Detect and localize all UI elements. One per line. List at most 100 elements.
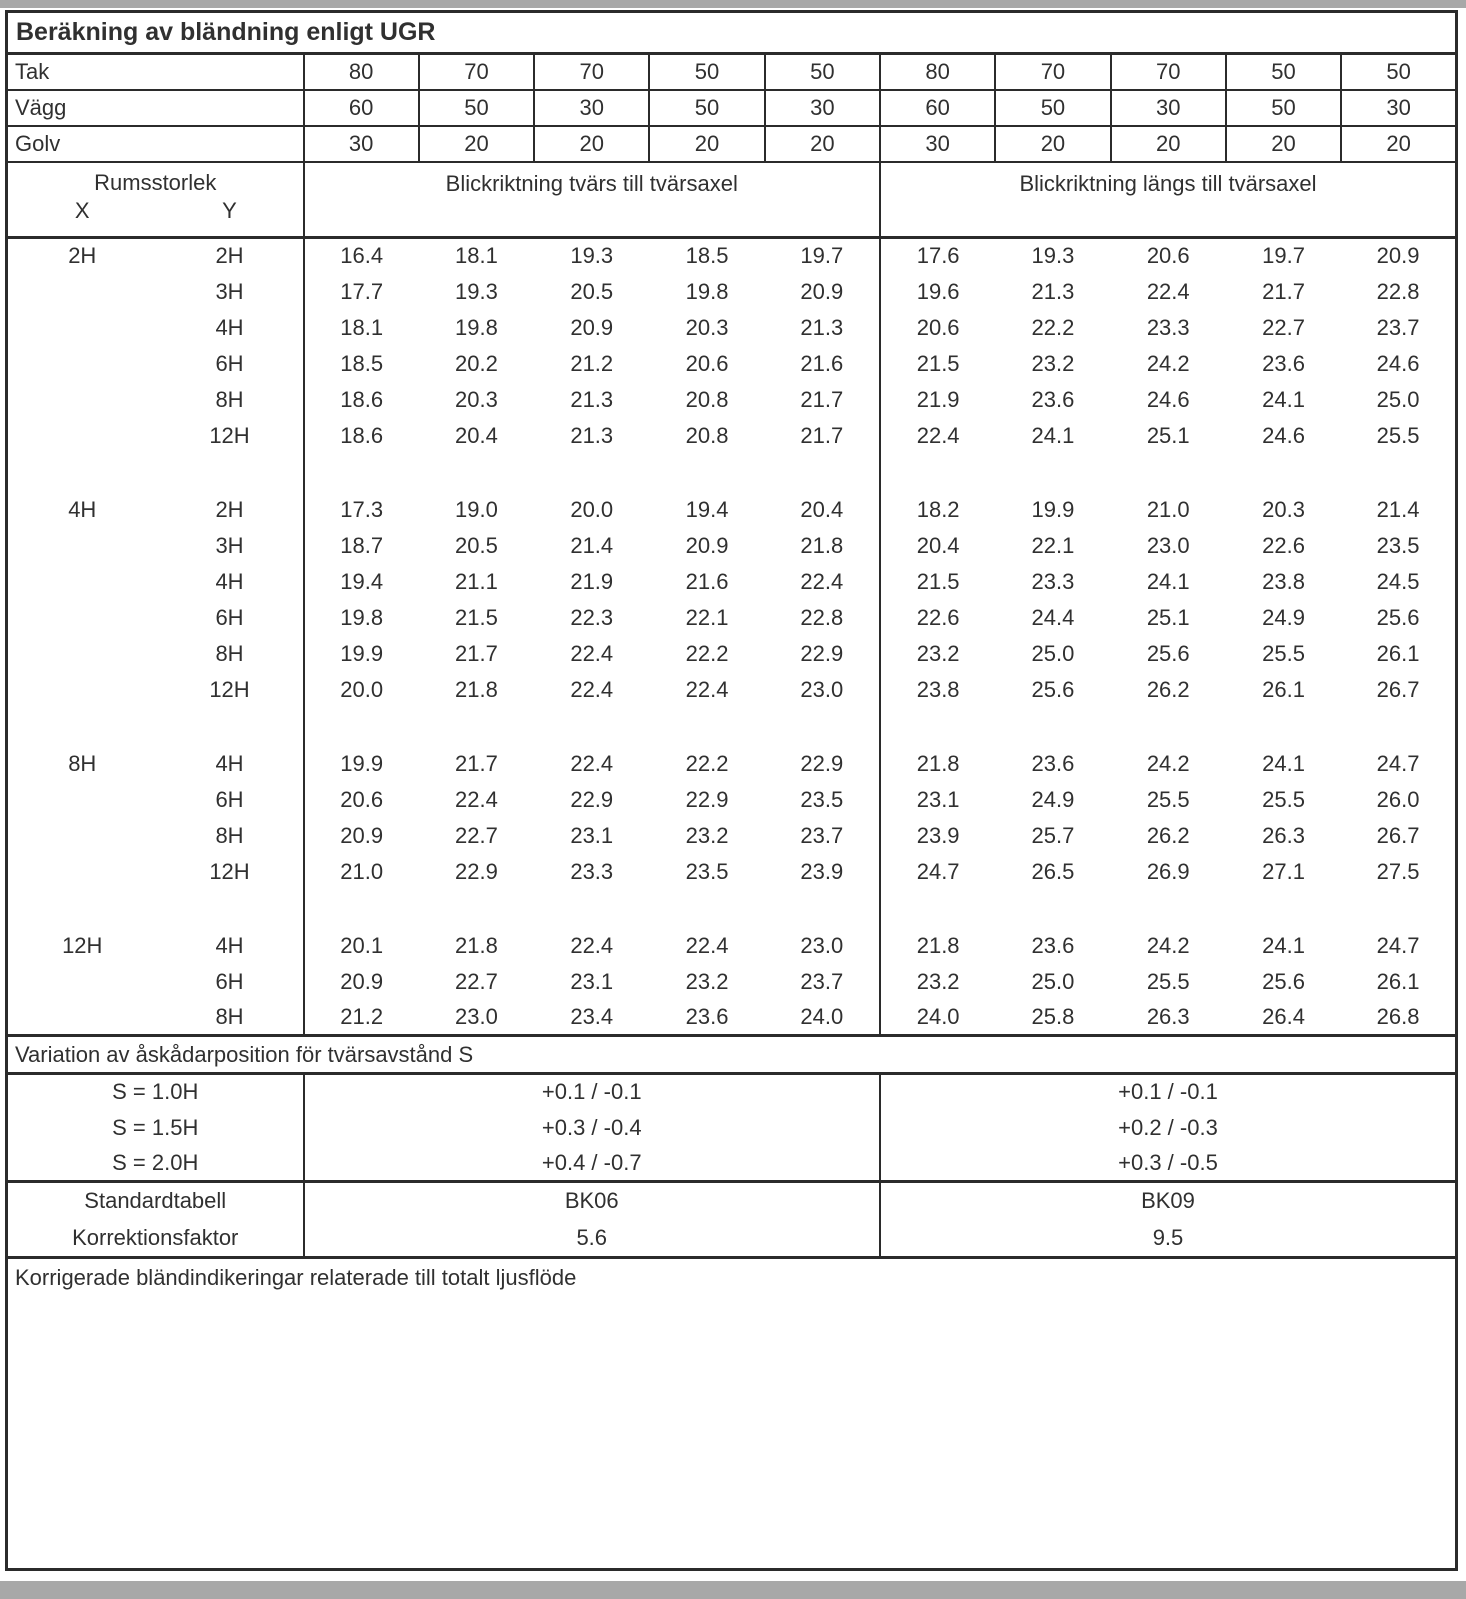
ugr-value-langs: 22.7 [1262, 314, 1305, 340]
ugr-value-langs: 24.0 [916, 1003, 960, 1029]
ugr-value-tvars: 21.7 [455, 750, 498, 776]
reflectance-value: 20 [1340, 124, 1458, 163]
variation-row: S = 1.5H +0.3 / -0.4 +0.2 / -0.3 [6, 1109, 1457, 1146]
section-header-tvars: Blickriktning tvärs till tvärsaxel [303, 161, 881, 239]
spacer-cell [6, 707, 305, 746]
ugr-value-langs: 25.0 [1376, 386, 1420, 412]
ugr-value-tvars: 21.8 [764, 527, 881, 564]
ugr-value-tvars: 20.6 [685, 350, 729, 376]
room-y-label: 4H [156, 309, 305, 346]
ugr-value-langs: 22.6 [1262, 532, 1305, 558]
room-x-label [7, 1000, 157, 1036]
ugr-value-langs: 26.8 [1376, 1003, 1420, 1029]
ugr-value-langs: 25.6 [1262, 968, 1305, 994]
ugr-value-tvars: 21.3 [570, 386, 614, 412]
ugr-value-tvars: 21.3 [570, 422, 614, 448]
ugr-value-langs: 24.7 [1376, 932, 1420, 958]
reflectance-value: 30 [1340, 88, 1458, 127]
room-size-header: Rumsstorlek [6, 161, 305, 198]
ugr-data-row: 8H 19.9 21.7 22.4 22.2 22.9 23.2 25.0 25.6 25.5 26… [7, 635, 1457, 672]
ugr-data-row: 12H 20.0 21.8 22.4 22.4 23.0 23.8 25.6 26.2 26.1 2… [7, 671, 1457, 708]
room-x-label [7, 854, 157, 890]
variation-header-row: Variation av åskådarposition för tvärsav… [6, 1034, 1457, 1075]
ugr-value-langs: 17.6 [916, 243, 960, 269]
ugr-value-langs: 25.6 [1376, 604, 1420, 630]
reflectance-row: Tak 80 70 70 50 50 80 70 70 50 50 [5, 52, 1458, 91]
ugr-value-langs: 21.7 [1262, 278, 1305, 304]
ugr-value-langs: 24.9 [1031, 786, 1075, 812]
room-size-header-row: Rumsstorlek Blickriktning tvärs till tvä… [6, 161, 1457, 239]
xy-header-row: X Y [6, 197, 1457, 239]
ugr-value-tvars: 21.8 [455, 676, 498, 702]
ugr-value-tvars: 20.9 [570, 314, 614, 340]
ugr-value-langs: 19.3 [1031, 243, 1075, 269]
reflectance-value: 60 [878, 88, 997, 127]
ugr-value-langs: 19.9 [1031, 496, 1075, 522]
room-y-label: 4H [156, 563, 305, 600]
reflectance-value: 50 [417, 88, 536, 127]
ugr-value-langs: 24.6 [1376, 350, 1420, 376]
reflectance-value: 70 [1109, 52, 1227, 91]
ugr-value-tvars: 20.4 [764, 491, 881, 528]
spacer-cell [880, 454, 1457, 492]
standard-table-label: Standardtabell [6, 1180, 305, 1220]
room-y-label: 8H [156, 999, 305, 1036]
ugr-value-tvars: 21.6 [764, 345, 881, 382]
reflectance-value: 20 [1109, 124, 1227, 163]
spacer-cell [6, 889, 305, 928]
ugr-value-tvars: 22.4 [570, 676, 614, 702]
variation-value-tvars: +0.4 / -0.7 [303, 1145, 881, 1182]
ugr-value-tvars: 19.7 [764, 237, 881, 274]
ugr-value-tvars: 22.4 [685, 676, 729, 702]
ugr-value-tvars: 23.3 [570, 858, 614, 884]
ugr-value-tvars: 17.3 [340, 496, 384, 522]
ugr-value-langs: 18.2 [916, 496, 960, 522]
footer-header-row: Korrigerade bländindikeringar relaterade… [6, 1256, 1457, 1298]
x-axis-header: X [6, 197, 157, 239]
ugr-value-langs: 23.8 [1262, 568, 1305, 594]
ugr-value-tvars: 19.9 [340, 750, 384, 776]
ugr-value-langs: 20.3 [1262, 496, 1305, 522]
ugr-value-langs: 23.7 [1376, 314, 1420, 340]
ugr-value-langs: 21.0 [1146, 496, 1190, 522]
room-x-label [7, 382, 157, 418]
correction-factor-row: Korrektionsfaktor 5.6 9.5 [6, 1219, 1457, 1258]
reflectance-value: 20 [648, 124, 766, 163]
ugr-data-row: 6H 20.6 22.4 22.9 22.9 23.5 23.1 24.9 25.5 25.5 26… [7, 781, 1457, 818]
variation-row: S = 1.0H +0.1 / -0.1 +0.1 / -0.1 [6, 1073, 1457, 1110]
reflectance-row-label: Tak [5, 52, 305, 91]
variation-value-langs: +0.3 / -0.5 [1118, 1149, 1218, 1175]
room-y-label: 8H [156, 817, 305, 854]
variation-value-langs: +0.2 / -0.3 [1118, 1114, 1218, 1140]
ugr-value-langs: 19.6 [916, 278, 960, 304]
ugr-value-langs: 21.8 [916, 750, 960, 776]
reflectance-value: 20 [417, 124, 536, 163]
ugr-value-langs: 22.8 [1376, 278, 1420, 304]
footer-empty-row [7, 1298, 1457, 1570]
room-x-label [7, 636, 157, 672]
ugr-value-langs: 22.4 [916, 422, 960, 448]
page-title: Beräkning av bländning enligt UGR [6, 11, 1457, 55]
variation-label: S = 1.0H [6, 1073, 305, 1110]
ugr-value-langs: 21.9 [916, 386, 960, 412]
variation-row: S = 2.0H +0.4 / -0.7 +0.3 / -0.5 [6, 1145, 1457, 1182]
ugr-value-langs: 25.8 [1031, 1003, 1075, 1029]
room-y-label: 8H [156, 381, 305, 418]
correction-factor-tvars: 5.6 [303, 1219, 881, 1258]
ugr-value-langs: 24.5 [1376, 568, 1420, 594]
room-x-label [7, 418, 157, 454]
ugr-value-langs: 25.5 [1262, 786, 1305, 812]
room-x-label [7, 564, 157, 600]
ugr-value-langs: 24.6 [1262, 422, 1305, 448]
ugr-data-row: 6H 18.5 20.2 21.2 20.6 21.6 21.5 23.2 24.2 23.6 24… [7, 345, 1457, 382]
ugr-value-tvars: 22.8 [764, 599, 881, 636]
ugr-value-tvars: 21.2 [340, 1003, 384, 1029]
ugr-value-tvars: 20.9 [340, 822, 384, 848]
ugr-value-langs: 25.5 [1376, 422, 1420, 448]
ugr-value-langs: 20.9 [1376, 243, 1420, 269]
ugr-value-langs: 21.5 [916, 568, 960, 594]
ugr-value-langs: 21.3 [1031, 278, 1075, 304]
ugr-value-langs: 24.1 [1262, 750, 1305, 776]
room-y-label: 12H [156, 417, 305, 454]
reflectance-value: 70 [417, 52, 536, 91]
